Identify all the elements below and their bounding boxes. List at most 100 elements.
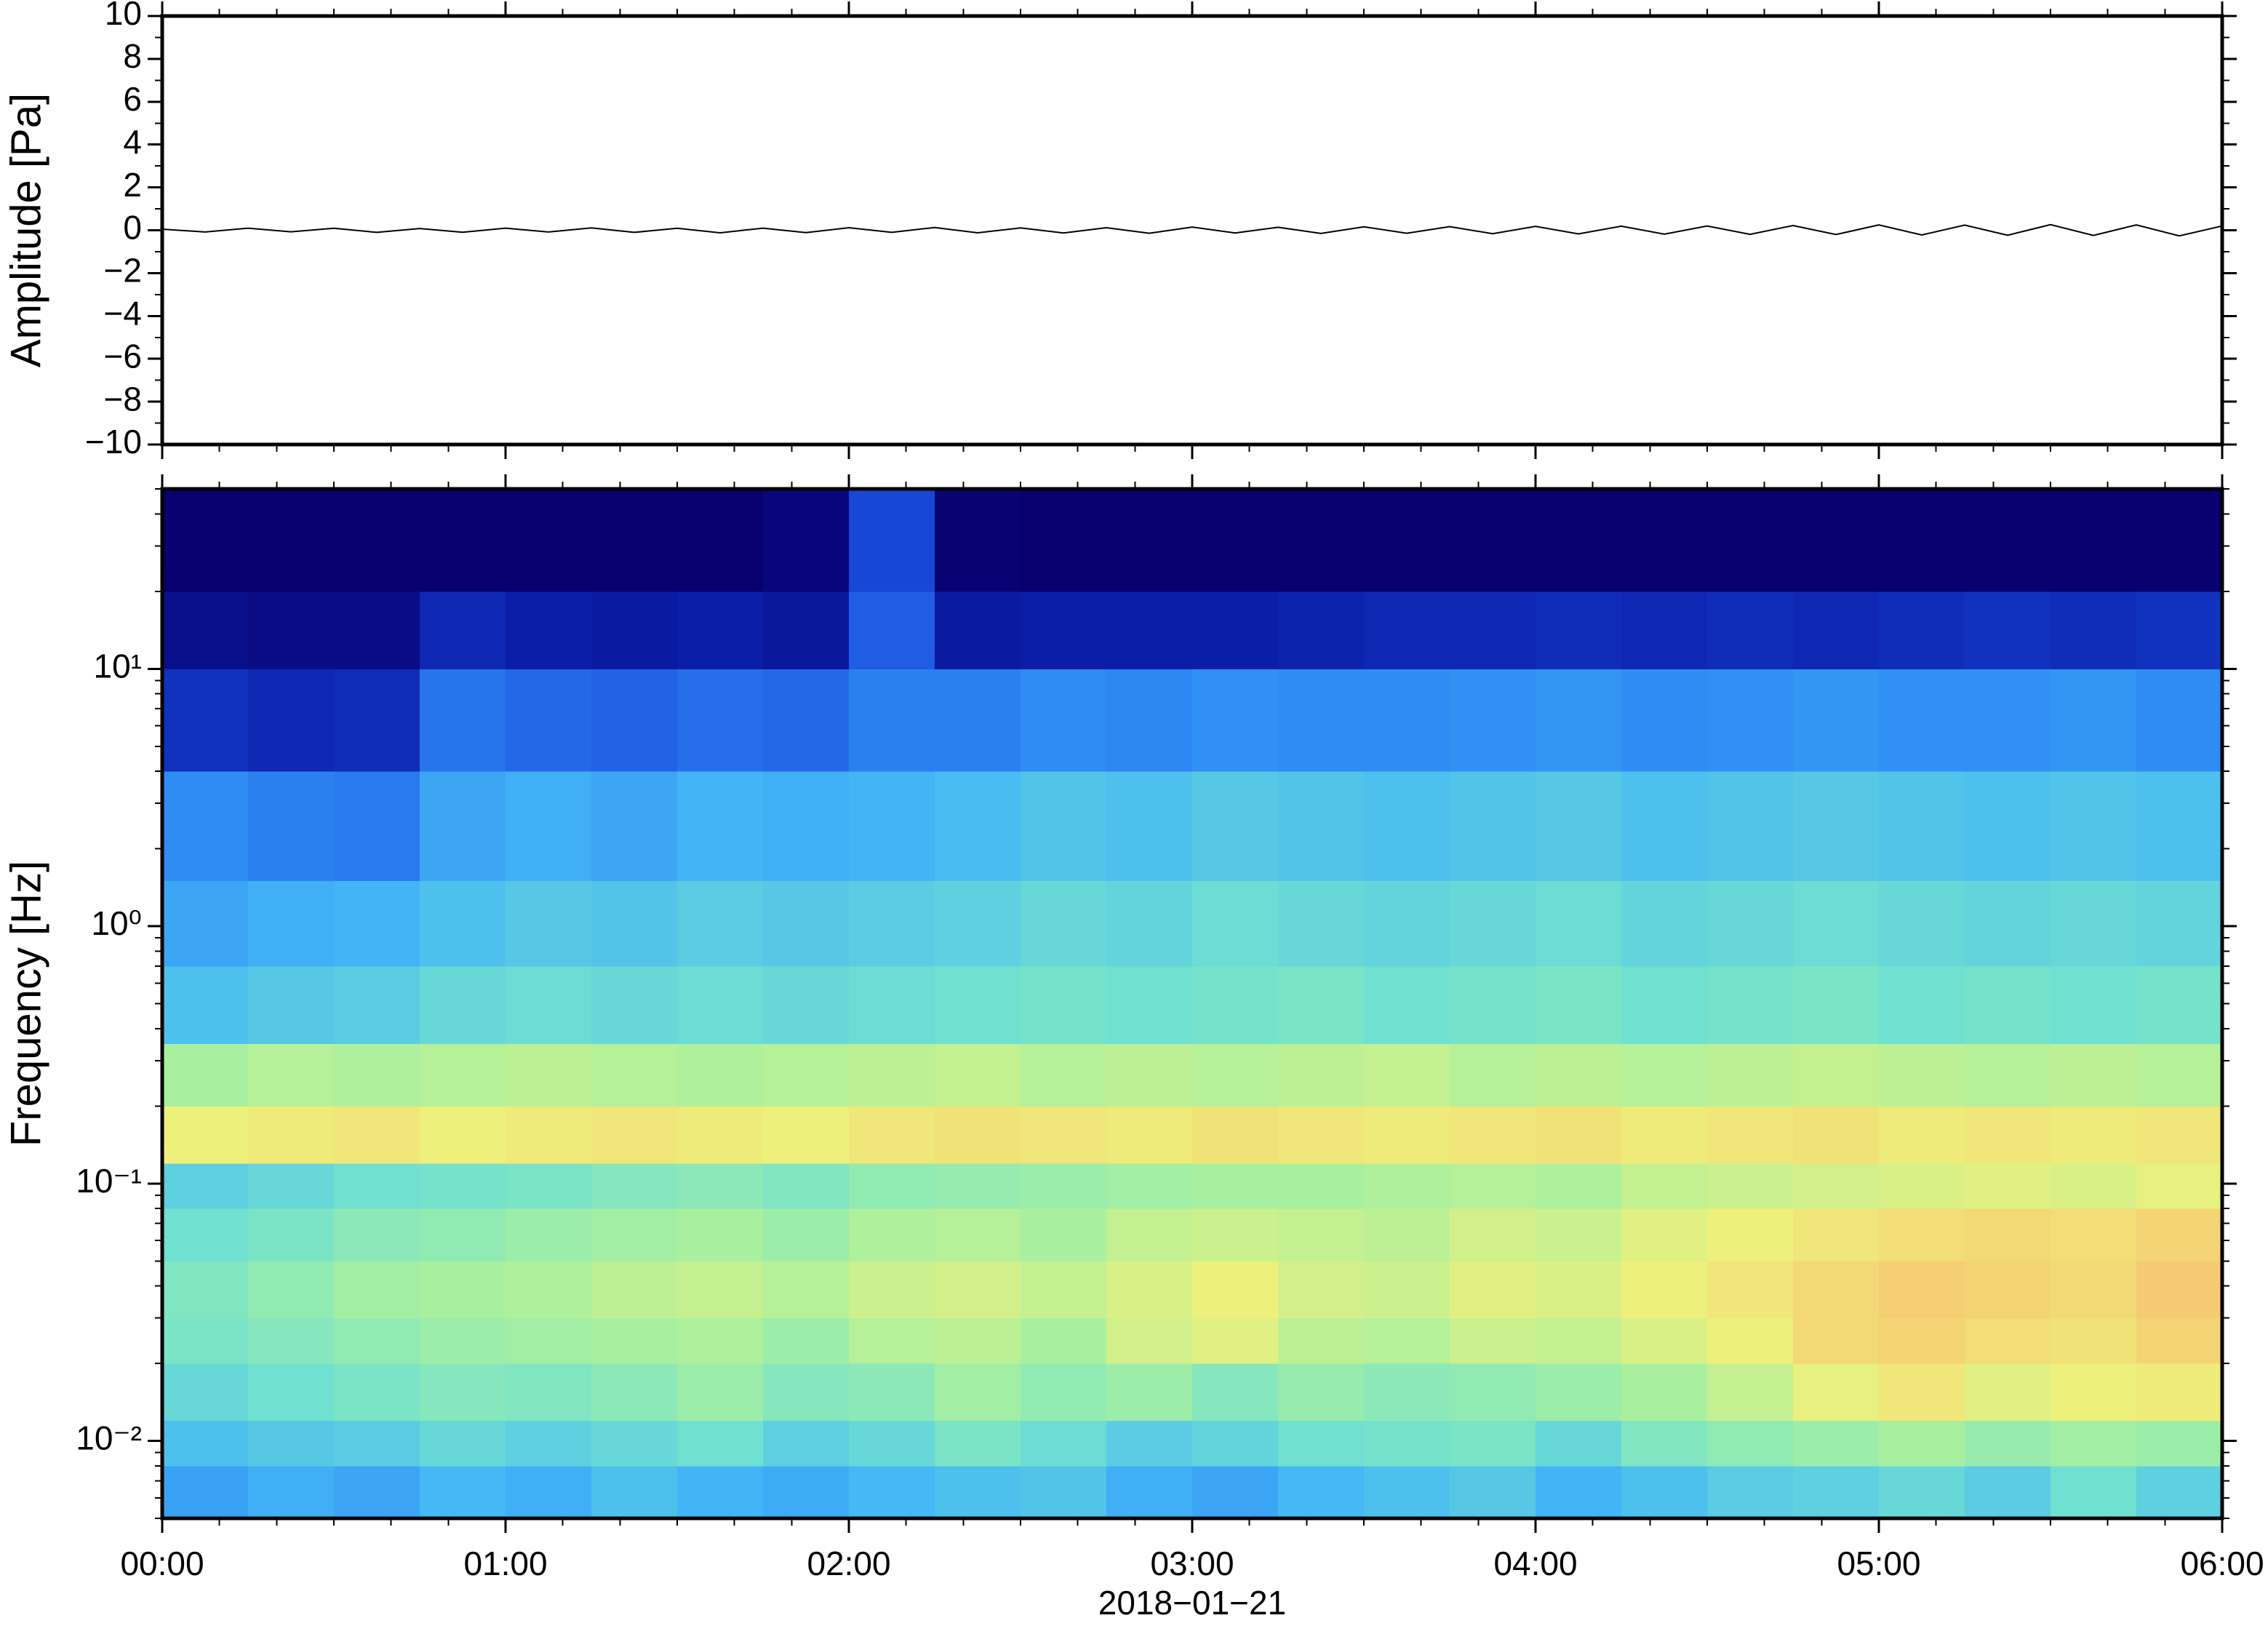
- spectrogram-cell: [334, 1106, 420, 1164]
- spectrogram-cell: [162, 880, 249, 967]
- spectrogram-cell: [1192, 771, 1279, 882]
- spectrogram-cell: [1450, 771, 1536, 882]
- spectrogram-cell: [763, 1261, 850, 1319]
- spectrogram-cell: [2051, 1163, 2137, 1209]
- spectrogram-cell: [1192, 1420, 1279, 1467]
- spectrogram-cell: [1450, 669, 1536, 772]
- waveform: [161, 223, 2223, 237]
- spectrogram-cell: [1879, 965, 1965, 1044]
- spectrogram-cell: [1707, 1106, 1794, 1164]
- spectrogram-cell: [1707, 1318, 1794, 1364]
- spectrogram-cell: [935, 880, 1021, 967]
- spectrogram-cell: [334, 489, 420, 592]
- spectrogram-cell: [591, 1420, 678, 1467]
- y-tick-label: −8: [104, 380, 142, 418]
- spectrogram-cell: [1793, 669, 1880, 772]
- spectrogram-cell: [248, 591, 335, 669]
- spectrogram-cell: [1192, 965, 1279, 1044]
- spectrogram-cell: [1707, 1420, 1794, 1467]
- spectrogram-cell: [763, 591, 850, 669]
- x-tick-label: 04:00: [1493, 1545, 1577, 1582]
- spectrogram-cell: [677, 1106, 764, 1164]
- spectrogram-cell: [334, 1420, 420, 1467]
- spectrogram-cell: [591, 591, 678, 669]
- spectrogram-cell: [1106, 1261, 1193, 1319]
- spectrogram-cell: [1536, 880, 1622, 967]
- spectrogram-cell: [1021, 669, 1107, 772]
- spectrogram-cell: [2051, 771, 2137, 882]
- spectrogram-cell: [420, 1363, 506, 1422]
- spectrogram-cell: [1450, 591, 1536, 669]
- spectrogram-cell: [849, 1420, 935, 1467]
- y-tick-label: 0: [123, 209, 142, 247]
- spectrogram-cell: [1707, 1261, 1794, 1319]
- spectrogram-cell: [2051, 965, 2137, 1044]
- spectrogram-cell: [162, 1420, 249, 1467]
- spectrogram-cell: [1450, 965, 1536, 1044]
- spectrogram-cell: [162, 1363, 249, 1422]
- spectrogram-cell: [506, 591, 592, 669]
- spectrogram-cell: [763, 1208, 850, 1262]
- spectrogram-cell: [677, 771, 764, 882]
- spectrogram-cell: [334, 1465, 420, 1519]
- spectrogram-cell: [677, 1420, 764, 1467]
- spectrogram-cell: [1621, 1043, 1708, 1107]
- spectrogram-cell: [162, 489, 249, 592]
- spectrogram-cell: [849, 1163, 935, 1209]
- spectrogram-cell: [1965, 489, 2051, 592]
- spectrogram-cell: [162, 669, 249, 772]
- spectrogram-cell: [1879, 1465, 1965, 1519]
- spectrogram-cell: [2136, 1420, 2223, 1467]
- spectrogram-cell: [2136, 489, 2223, 592]
- spectrogram-cell: [506, 1465, 592, 1519]
- spectrogram-cell: [506, 1420, 592, 1467]
- spectrogram-cell: [2136, 669, 2223, 772]
- spectrogram-cell: [1793, 1465, 1880, 1519]
- y-axis-label: Frequency [Hz]: [2, 861, 49, 1147]
- spectrogram-cell: [2051, 669, 2137, 772]
- spectrogram-cell: [1793, 1043, 1880, 1107]
- spectrogram-cell: [1450, 1318, 1536, 1364]
- spectrogram-cell: [1364, 591, 1450, 669]
- spectrogram-cell: [506, 669, 592, 772]
- spectrogram-cell: [935, 1208, 1021, 1262]
- spectrogram-cell: [1364, 1420, 1450, 1467]
- spectrogram-cell: [1364, 1208, 1450, 1262]
- spectrogram-cell: [1879, 1163, 1965, 1209]
- spectrogram-cell: [2136, 880, 2223, 967]
- spectrogram-cell: [1021, 1261, 1107, 1319]
- spectrogram-cell: [1536, 1261, 1622, 1319]
- spectrogram-cell: [2136, 1163, 2223, 1209]
- spectrogram-cell: [1965, 965, 2051, 1044]
- spectrogram-cell: [677, 669, 764, 772]
- spectrogram-cell: [591, 1163, 678, 1209]
- spectrogram-cell: [935, 591, 1021, 669]
- spectrogram-cell: [1364, 669, 1450, 772]
- spectrogram-cell: [162, 771, 249, 882]
- spectrogram-cell: [334, 1163, 420, 1209]
- spectrogram-cell: [1965, 880, 2051, 967]
- spectrogram-cell: [1621, 1106, 1708, 1164]
- spectrogram-cell: [763, 1363, 850, 1422]
- spectrogram-cell: [1621, 1363, 1708, 1422]
- spectrogram-cell: [1192, 591, 1279, 669]
- spectrogram-cell: [162, 1163, 249, 1209]
- spectrogram-cell: [334, 771, 420, 882]
- spectrogram-cell: [162, 1106, 249, 1164]
- spectrogram-cell: [1278, 489, 1365, 592]
- spectrogram-cell: [1879, 1208, 1965, 1262]
- spectrogram-cell: [420, 1163, 506, 1209]
- spectrogram-cell: [1536, 1465, 1622, 1519]
- spectrogram-cell: [1621, 1420, 1708, 1467]
- spectrogram-cell: [1450, 1420, 1536, 1467]
- x-tick-label: 03:00: [1150, 1545, 1234, 1582]
- spectrogram-cell: [1879, 880, 1965, 967]
- spectrogram-cell: [849, 1261, 935, 1319]
- spectrogram-cell: [1707, 1163, 1794, 1209]
- spectrogram-cell: [849, 1106, 935, 1164]
- spectrogram-cell: [591, 489, 678, 592]
- spectrogram-cell: [1364, 771, 1450, 882]
- spectrogram-cell: [1021, 591, 1107, 669]
- spectrogram-cell: [1536, 669, 1622, 772]
- spectrogram-cell: [1879, 771, 1965, 882]
